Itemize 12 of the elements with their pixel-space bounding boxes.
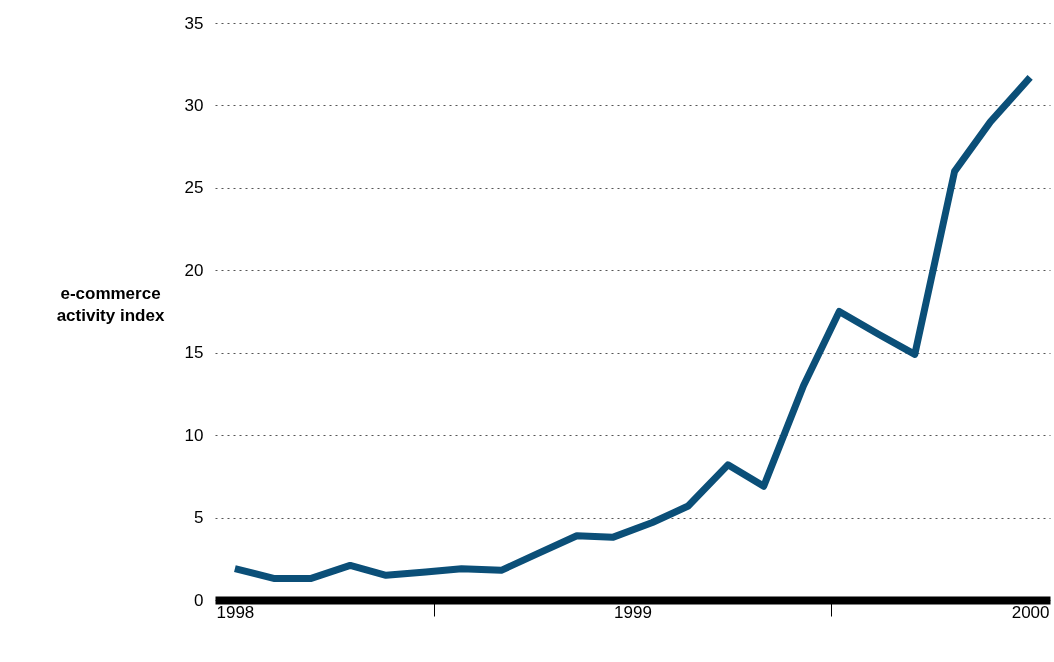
x-tick-label: 1998 [216,602,255,622]
y-tick-label: 25 [184,178,204,198]
y-axis-title: e-commerce activity index [56,283,165,325]
y-tick-label: 20 [184,260,204,280]
y-tick-label: 35 [184,13,204,33]
x-tick-label: 1999 [614,602,652,622]
x-tick-label: 2000 [1011,602,1050,622]
y-tick-label: 15 [184,343,204,363]
y-tick-label: 10 [184,425,204,445]
y-tick-label: 0 [194,590,204,610]
y-tick-label: 5 [194,508,204,528]
y-tick-label: 30 [184,95,204,115]
